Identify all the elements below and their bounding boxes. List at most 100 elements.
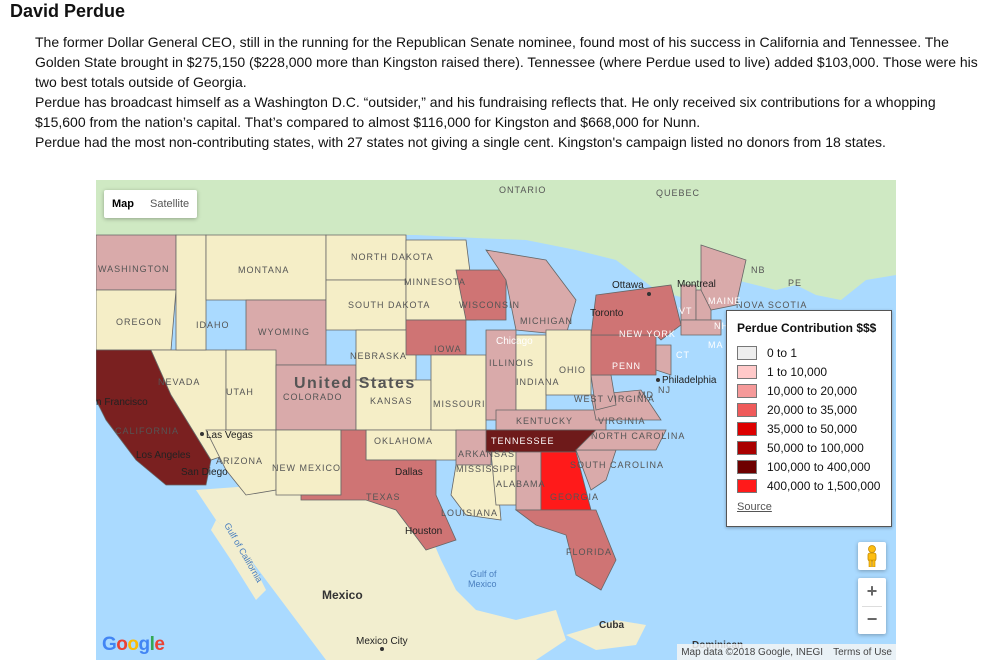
- choropleth-map[interactable]: WASHINGTON MONTANA NORTH DAKOTA MINNESOT…: [96, 180, 896, 660]
- article-body: The former Dollar General CEO, still in …: [35, 32, 980, 152]
- label-texas: TEXAS: [366, 492, 401, 502]
- legend-swatch: [737, 441, 757, 455]
- label-colorado: COLORADO: [283, 392, 343, 402]
- map-type-control[interactable]: Map Satellite: [104, 190, 198, 218]
- state-new-jersey: [655, 344, 672, 376]
- legend-item: 0 to 1: [737, 345, 797, 361]
- label-utah: UTAH: [226, 387, 254, 397]
- state-wisconsin: [455, 269, 507, 321]
- section-heading: David Perdue: [10, 1, 126, 21]
- label-iowa: IOWA: [434, 344, 462, 354]
- label-san-diego: San Diego: [181, 467, 228, 478]
- state-new-york: [590, 284, 682, 341]
- legend-label: 35,000 to 50,000: [767, 422, 858, 436]
- label-ontario: ONTARIO: [499, 185, 546, 195]
- label-maine: MAINE: [708, 296, 742, 306]
- label-indiana: INDIANA: [516, 377, 560, 387]
- canada-land: [96, 180, 896, 300]
- label-los-angeles: Los Angeles: [136, 450, 191, 461]
- google-logo: Google: [102, 634, 165, 655]
- legend-item: 100,000 to 400,000: [737, 459, 870, 475]
- legend-label: 10,000 to 20,000: [767, 384, 858, 398]
- legend-item: 35,000 to 50,000: [737, 421, 857, 437]
- state-washington: [96, 234, 177, 291]
- map-legend: Perdue Contribution $$$ 0 to 1 1 to 10,0…: [726, 310, 892, 527]
- label-arkansas: ARKANSAS: [458, 449, 515, 459]
- paragraph: The former Dollar General CEO, still in …: [35, 34, 978, 90]
- label-washington: WASHINGTON: [98, 264, 170, 274]
- legend-swatch: [737, 384, 757, 398]
- map-type-map-button[interactable]: Map: [112, 198, 134, 210]
- label-las-vegas: Las Vegas: [206, 430, 253, 441]
- terms-of-use-link[interactable]: Terms of Use: [833, 646, 892, 658]
- legend-item: 400,000 to 1,500,000: [737, 478, 880, 494]
- label-dallas: Dallas: [395, 467, 423, 478]
- map-data-credit: Map data ©2018 Google, INEGI: [681, 646, 824, 658]
- label-pe: PE: [788, 278, 802, 288]
- label-nb: NB: [751, 265, 766, 275]
- label-alabama: ALABAMA: [496, 479, 546, 489]
- label-philadelphia: Philadelphia: [662, 375, 717, 386]
- legend-label: 20,000 to 35,000: [767, 403, 858, 417]
- paragraph: Perdue has broadcast himself as a Washin…: [35, 94, 936, 130]
- legend-item: 10,000 to 20,000: [737, 383, 857, 399]
- legend-title: Perdue Contribution $$$: [737, 321, 877, 335]
- zoom-control[interactable]: + −: [858, 578, 886, 634]
- mexico-land: [196, 465, 566, 660]
- zoom-in-button[interactable]: +: [866, 581, 878, 601]
- cuba-land: [566, 620, 646, 650]
- legend-source-link[interactable]: Source: [737, 501, 772, 513]
- legend-item: 1 to 10,000: [737, 364, 827, 380]
- legend-swatch: [737, 479, 757, 493]
- label-united-states: United States: [294, 375, 416, 392]
- state-arizona: [205, 429, 277, 496]
- label-virginia: VIRGINIA: [598, 416, 646, 426]
- label-georgia: GEORGIA: [550, 492, 599, 502]
- label-ottawa: Ottawa: [612, 280, 644, 291]
- legend-item: 50,000 to 100,000: [737, 440, 864, 456]
- label-penn: PENN: [612, 361, 641, 371]
- state-florida: [514, 509, 617, 591]
- label-nova-scotia: NOVA SCOTIA: [736, 300, 807, 310]
- label-ma: MA: [708, 340, 724, 350]
- legend-label: 50,000 to 100,000: [767, 441, 864, 455]
- label-mexico-city: Mexico City: [356, 636, 408, 647]
- pegman-icon: [867, 545, 877, 567]
- label-nh: NH: [714, 321, 729, 331]
- label-florida: FLORIDA: [566, 547, 612, 557]
- label-montana: MONTANA: [238, 265, 289, 275]
- state-massachusetts: [680, 319, 722, 336]
- label-cuba: Cuba: [599, 620, 624, 631]
- legend-swatch: [737, 365, 757, 379]
- label-south-carolina: SOUTH CAROLINA: [570, 460, 664, 470]
- label-ohio: OHIO: [559, 365, 586, 375]
- legend-item: 20,000 to 35,000: [737, 402, 857, 418]
- label-toronto: Toronto: [590, 308, 624, 319]
- label-kansas: KANSAS: [370, 396, 413, 406]
- street-view-pegman-button[interactable]: [858, 542, 886, 570]
- label-mexico: Mexico: [322, 588, 363, 602]
- legend-swatch: [737, 422, 757, 436]
- label-ct: CT: [676, 350, 690, 360]
- label-nebraska: NEBRASKA: [350, 351, 407, 361]
- label-michigan: MICHIGAN: [520, 316, 573, 326]
- label-chicago: Chicago: [496, 336, 533, 347]
- state-louisiana: [450, 464, 502, 521]
- label-montreal: Montreal: [677, 279, 716, 290]
- label-illinois: ILLINOIS: [489, 358, 534, 368]
- map-type-satellite-button[interactable]: Satellite: [150, 198, 190, 210]
- label-south-dakota: SOUTH DAKOTA: [348, 300, 430, 310]
- label-oklahoma: OKLAHOMA: [374, 436, 433, 446]
- label-gulf-mexico-2: Mexico: [468, 579, 497, 589]
- label-california: CALIFORNIA: [115, 426, 179, 436]
- city-labels: Ottawa Montreal Toronto Chicago Philadel…: [96, 279, 717, 651]
- legend-swatch: [737, 460, 757, 474]
- legend-swatch: [737, 346, 757, 360]
- label-wyoming: WYOMING: [258, 327, 310, 337]
- zoom-out-button[interactable]: −: [866, 609, 878, 629]
- legend-label: 0 to 1: [767, 346, 798, 360]
- label-nj: NJ: [658, 385, 671, 395]
- legend-swatch: [737, 403, 757, 417]
- label-idaho: IDAHO: [196, 320, 230, 330]
- label-md: MD: [638, 390, 654, 400]
